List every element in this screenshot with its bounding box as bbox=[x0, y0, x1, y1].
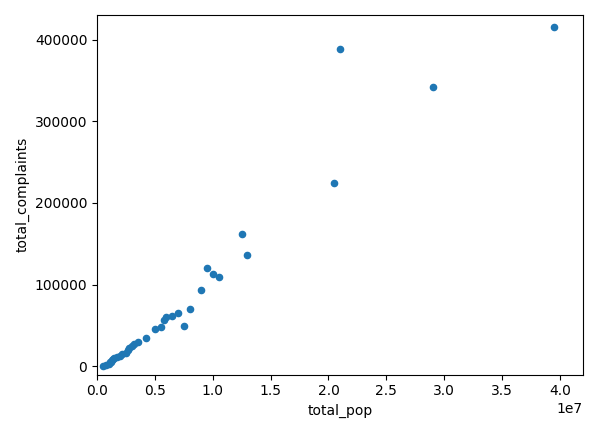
Point bbox=[124, 346, 133, 353]
Point bbox=[121, 349, 131, 356]
Point bbox=[141, 334, 151, 341]
Point bbox=[185, 306, 194, 313]
Point bbox=[118, 351, 127, 358]
Point bbox=[161, 314, 171, 321]
Point bbox=[213, 273, 223, 280]
Point bbox=[105, 359, 115, 366]
Point bbox=[98, 362, 108, 369]
Point bbox=[428, 84, 437, 90]
Point bbox=[124, 345, 134, 352]
Point bbox=[127, 343, 136, 349]
Point bbox=[133, 339, 142, 346]
Point bbox=[160, 317, 169, 323]
Point bbox=[104, 361, 114, 368]
Point bbox=[329, 179, 339, 186]
Point bbox=[106, 358, 115, 365]
Point bbox=[109, 355, 119, 362]
Point bbox=[115, 352, 125, 359]
Point bbox=[108, 355, 118, 362]
Point bbox=[167, 312, 177, 319]
Point bbox=[335, 46, 345, 53]
Point bbox=[202, 265, 212, 272]
Point bbox=[156, 324, 166, 331]
Point bbox=[129, 340, 139, 347]
Point bbox=[112, 353, 121, 360]
Point bbox=[107, 356, 117, 363]
Point bbox=[550, 24, 559, 31]
Point bbox=[102, 361, 111, 368]
Y-axis label: total_complaints: total_complaints bbox=[15, 137, 29, 252]
Point bbox=[179, 322, 188, 329]
Point bbox=[196, 287, 206, 294]
Point bbox=[237, 230, 246, 237]
Point bbox=[150, 325, 160, 332]
Point bbox=[173, 310, 183, 317]
X-axis label: total_pop: total_pop bbox=[307, 404, 373, 418]
Point bbox=[208, 271, 218, 278]
Point bbox=[243, 252, 252, 259]
